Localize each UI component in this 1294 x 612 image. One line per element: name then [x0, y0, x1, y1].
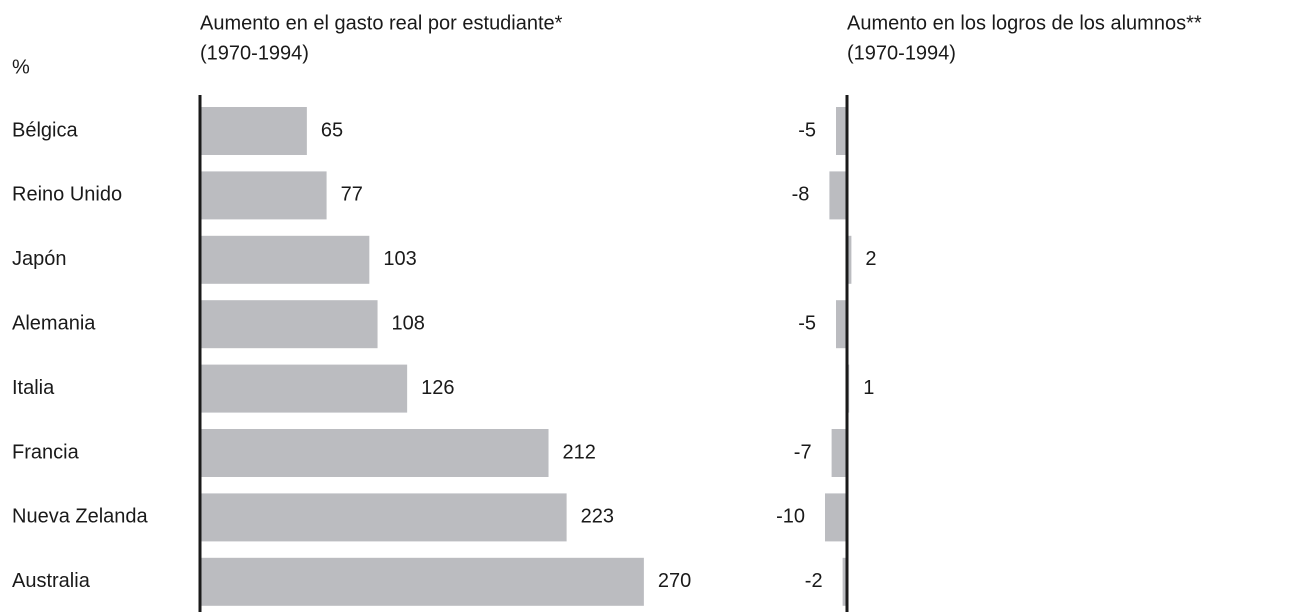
value-label: -7	[794, 441, 812, 463]
bar	[200, 429, 549, 477]
category-label: Nueva Zelanda	[12, 506, 149, 528]
category-label: Japón	[12, 248, 67, 270]
value-label: 108	[392, 312, 425, 334]
panel-title: Aumento en los logros de los alumnos**	[847, 12, 1202, 34]
value-label: 212	[563, 441, 596, 463]
bar	[200, 493, 567, 542]
bar	[829, 171, 847, 220]
bar	[200, 107, 307, 155]
value-label: -10	[776, 506, 805, 528]
category-label: Bélgica	[12, 119, 78, 141]
bar	[200, 300, 378, 349]
panel-period: (1970-1994)	[847, 42, 956, 64]
value-label: -2	[805, 570, 823, 592]
value-label: 223	[581, 506, 614, 528]
bar	[200, 364, 408, 413]
category-label: Alemania	[12, 312, 96, 334]
value-label: -5	[798, 119, 816, 141]
category-label: Francia	[12, 441, 80, 463]
panel-period: (1970-1994)	[200, 42, 309, 64]
category-label: Reino Unido	[12, 184, 122, 206]
bar	[200, 235, 370, 284]
bar	[842, 557, 847, 606]
value-label: 270	[658, 570, 691, 592]
value-label: -5	[798, 312, 816, 334]
bar	[836, 300, 847, 349]
value-label: 126	[421, 377, 454, 399]
unit-label: %	[12, 56, 30, 78]
category-label: Australia	[12, 570, 91, 592]
bar	[200, 171, 327, 220]
bar	[831, 429, 847, 477]
value-label: 1	[863, 377, 874, 399]
bar	[847, 235, 852, 284]
value-label: 65	[321, 119, 343, 141]
value-label: 103	[383, 248, 416, 270]
bar	[836, 107, 847, 155]
bar	[200, 557, 644, 606]
category-label: Italia	[12, 377, 55, 399]
value-label: 2	[865, 248, 876, 270]
value-label: 77	[341, 184, 363, 206]
value-label: -8	[792, 184, 810, 206]
panel-title: Aumento en el gasto real por estudiante*	[200, 12, 563, 34]
bar	[825, 493, 847, 542]
